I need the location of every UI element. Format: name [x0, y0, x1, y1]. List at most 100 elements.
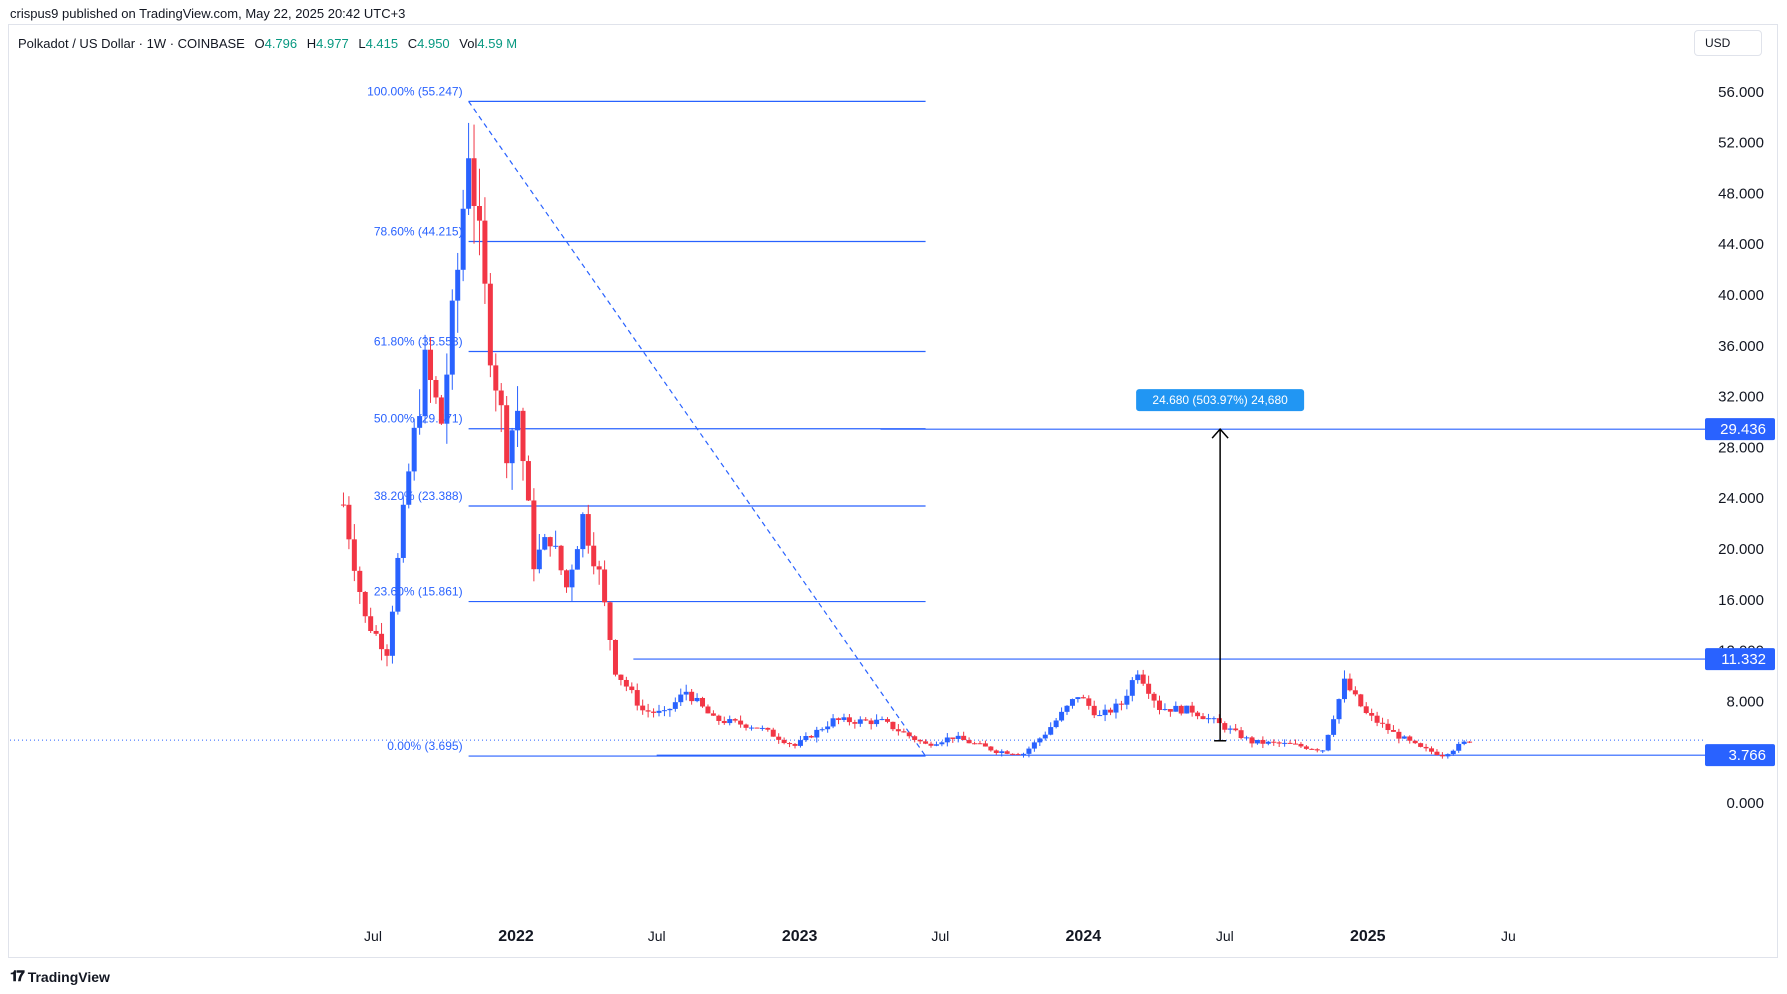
candle-body — [395, 557, 401, 612]
tradingview-logo-icon: 𝟏𝟕 — [10, 968, 25, 985]
candlesticks — [340, 122, 1473, 759]
time-tick-label: 2024 — [1066, 928, 1102, 945]
price-badge-label: 29.436 — [1720, 421, 1766, 438]
candle-body — [1146, 683, 1152, 694]
price-tick-label: 40.000 — [1718, 287, 1764, 304]
ohlc-low-value: 4.415 — [365, 36, 399, 51]
candle-body — [525, 461, 531, 501]
tradingview-logo[interactable]: 𝟏𝟕 TradingView — [10, 968, 110, 985]
time-tick-label: 2025 — [1350, 928, 1386, 945]
candle-body — [1178, 705, 1184, 714]
candle-body — [928, 743, 934, 746]
candle-body — [1271, 741, 1277, 743]
currency-selector-button[interactable]: USD — [1694, 30, 1762, 56]
ohlc-close-key: C — [407, 36, 418, 51]
candle-body — [1227, 728, 1233, 730]
candle-body — [977, 743, 983, 745]
candle-body — [1222, 723, 1228, 730]
candle-body — [444, 374, 450, 424]
time-axis[interactable]: Jul 2022 Jul 2023 Jul 2024 Jul 2025 Ju — [364, 928, 1516, 945]
candle-body — [988, 746, 994, 751]
candle-body — [1113, 703, 1119, 713]
candle-body — [1341, 678, 1347, 700]
candle-body — [966, 740, 972, 744]
candle-body — [727, 719, 733, 724]
candle-body — [781, 739, 787, 744]
time-tick-label: Jul — [1216, 928, 1234, 944]
candle-body — [1347, 678, 1353, 691]
candle-body — [1265, 741, 1271, 744]
candle-body — [1390, 730, 1396, 732]
volume-key: Vol — [459, 36, 478, 51]
candle-body — [400, 504, 406, 558]
candle-body — [1097, 715, 1103, 717]
fib-level-label: 23.60% (15.861) — [374, 585, 463, 599]
price-badge — [1705, 648, 1775, 671]
fibonacci-retracement[interactable]: 100.00% (55.247) 78.60% (44.215) 61.80% (3… — [367, 84, 927, 757]
candle-body — [460, 208, 466, 270]
candle-body — [776, 736, 782, 740]
candle-body — [1385, 723, 1391, 731]
price-tick-label: 20.000 — [1718, 541, 1764, 558]
candle-body — [710, 713, 716, 716]
measure-label: 24.680 (503.97%) 24,680 — [1152, 393, 1288, 407]
fib-level-label: 38.20% (23.388) — [374, 489, 463, 503]
symbol-title: Polkadot / US Dollar · 1W · COINBASE — [18, 36, 245, 51]
price-tick-label: 24.000 — [1718, 490, 1764, 507]
candle-body — [830, 718, 836, 727]
candle-body — [1069, 699, 1075, 706]
candle-body — [1418, 743, 1424, 747]
candle-body — [1358, 694, 1364, 707]
candle-body — [1162, 709, 1168, 711]
candle-body — [846, 717, 852, 723]
candle-body — [417, 416, 423, 428]
candle-body — [1042, 734, 1048, 739]
price-tick-label: 16.000 — [1718, 592, 1764, 609]
candle-body — [438, 397, 444, 424]
candle-body — [1048, 727, 1054, 735]
price-badge — [1705, 744, 1775, 767]
candle-body — [825, 726, 831, 730]
candle-body — [373, 630, 379, 634]
candle-body — [955, 735, 961, 739]
candle-body — [1396, 731, 1402, 739]
time-tick-label: Jul — [648, 928, 666, 944]
candle-body — [797, 740, 803, 746]
candle-body — [895, 729, 901, 732]
fib-level-label: 0.00% (3.695) — [387, 739, 462, 753]
fib-trend-line[interactable] — [468, 101, 927, 757]
candle-body — [803, 736, 809, 741]
candle-body — [1059, 711, 1065, 721]
candle-body — [645, 710, 651, 712]
candle-body — [406, 471, 412, 505]
candle-body — [1053, 720, 1059, 728]
candle-body — [944, 737, 950, 743]
candle-body — [857, 719, 863, 724]
candle-body — [890, 721, 896, 730]
candle-body — [1102, 709, 1108, 716]
price-tick-label: 32.000 — [1718, 389, 1764, 406]
candle-body — [1216, 718, 1222, 724]
price-tick-label: 48.000 — [1718, 185, 1764, 202]
candle-body — [564, 570, 570, 588]
candle-body — [346, 504, 352, 540]
candle-body — [1135, 674, 1141, 681]
candle-body — [596, 566, 602, 570]
price-range-measure[interactable]: 24.680 (503.97%) 24,680 — [1136, 389, 1305, 742]
candle-body — [1064, 705, 1070, 712]
candle-body — [1374, 715, 1380, 723]
candle-body — [357, 570, 363, 592]
price-tick-label: 28.000 — [1718, 439, 1764, 456]
time-tick-label: Ju — [1501, 928, 1516, 944]
candle-body — [1124, 695, 1130, 705]
candle-body — [787, 743, 793, 745]
price-axis[interactable]: 56.000 52.000 48.000 44.000 40.000 36.000 32.0… — [1705, 84, 1775, 812]
candle-body — [814, 729, 820, 738]
horizontal-lines[interactable] — [10, 428, 1705, 756]
candle-body — [874, 719, 880, 725]
price-tick-label: 8.000 — [1726, 693, 1764, 710]
candle-body — [1249, 737, 1255, 744]
candle-body — [1412, 740, 1418, 744]
candle-body — [1205, 718, 1211, 720]
